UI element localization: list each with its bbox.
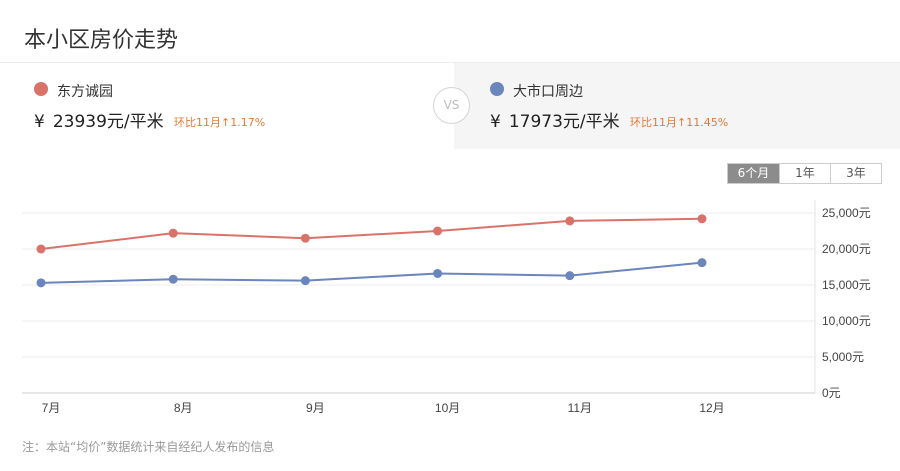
time-range-selector: 6个月 1年 3年 [727,163,882,184]
x-tick-label: 11月 [568,401,592,415]
area-name: 大市口周边 [513,84,583,100]
community-legend-dot [34,82,48,96]
area-panel: 大市口周边 ¥17973元/平米 环比11月↑11.45% [454,63,900,149]
x-tick-label: 9月 [306,401,325,415]
price-trend-chart: 25,000元 20,000元 15,000元 10,000元 5,000元 0元 7月 8月… [22,200,871,415]
currency-symbol: ¥ [34,112,45,132]
community-price-value: 23939元/平米 [52,112,164,132]
range-6-months-button[interactable]: 6个月 [728,164,779,183]
data-point [433,268,443,278]
y-tick-label: 20,000元 [822,242,871,256]
currency-symbol: ¥ [490,112,501,132]
page-title: 本小区房价走势 [24,28,179,53]
data-point [36,278,46,288]
x-tick-label: 8月 [174,401,193,415]
comparison-bar: 东方诚园 ¥23939元/平米 环比11月↑1.17% 大市口周边 ¥17973… [0,62,900,149]
y-tick-label: 0元 [822,386,841,400]
data-point [697,258,707,268]
range-1-year-button[interactable]: 1年 [779,164,830,183]
x-tick-label: 12月 [699,401,724,415]
community-panel: 东方诚园 ¥23939元/平米 环比11月↑1.17% [0,63,454,149]
y-tick-label: 10,000元 [822,314,871,328]
area-legend-dot [490,82,504,96]
data-point [168,228,178,238]
area-price-value: 17973元/平米 [508,112,620,132]
area-price: ¥17973元/平米 [490,107,620,132]
data-source-note: 注：本站“均价”数据统计来自经纪人发布的信息 [22,440,275,454]
data-point [697,214,707,224]
series-line [40,261,703,284]
y-tick-label: 5,000元 [822,350,864,364]
range-3-years-button[interactable]: 3年 [830,164,881,183]
data-point [565,271,575,281]
data-point [565,216,575,226]
series-line [40,217,703,250]
vs-badge: VS [433,87,470,124]
community-change: 环比11月↑1.17% [174,116,266,129]
data-point [36,244,46,254]
x-tick-label: 10月 [435,401,460,415]
area-change: 环比11月↑11.45% [630,116,729,129]
data-point [300,276,310,286]
data-point [168,274,178,284]
community-price: ¥23939元/平米 [34,107,164,132]
data-point [433,226,443,236]
data-point [300,233,310,243]
y-tick-label: 15,000元 [822,278,871,292]
y-tick-label: 25,000元 [822,206,871,220]
x-tick-label: 7月 [42,401,61,415]
community-name: 东方诚园 [57,84,113,100]
